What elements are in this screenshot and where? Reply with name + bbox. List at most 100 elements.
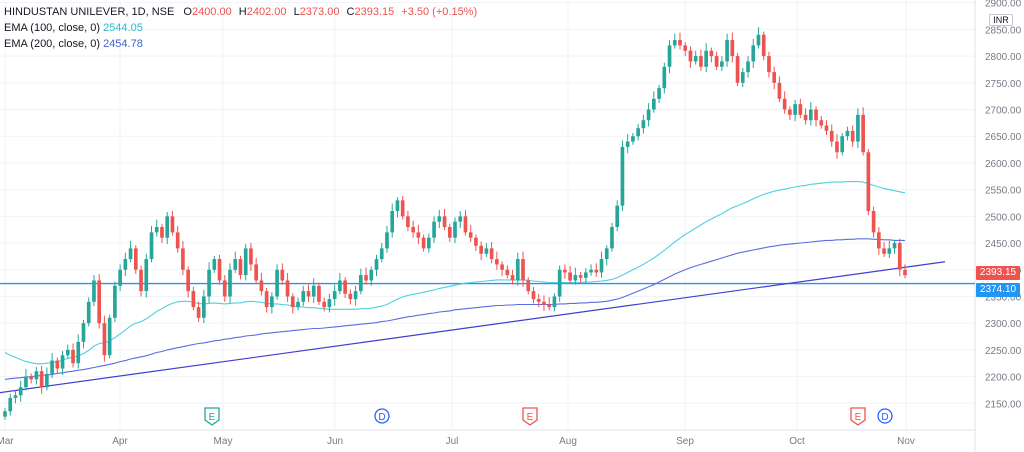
candle-body <box>400 200 405 217</box>
trend-line <box>0 261 946 394</box>
candle-body <box>866 152 871 211</box>
candle-body <box>81 323 86 342</box>
candle-body <box>479 245 483 254</box>
candle-body <box>275 269 279 297</box>
candle-body <box>678 40 682 46</box>
candle-body <box>578 275 583 278</box>
candle-body <box>877 232 881 249</box>
candle-body <box>160 227 164 238</box>
y-tick-label: 2750.00 <box>985 79 1022 90</box>
candle-body <box>788 109 792 115</box>
candle-body <box>500 264 504 270</box>
candle-body <box>693 56 698 62</box>
candle-body <box>777 82 782 99</box>
candle-body <box>228 269 232 297</box>
candle-body <box>249 248 253 265</box>
y-tick-label: 2350.00 <box>985 292 1022 303</box>
candle-body <box>353 291 358 300</box>
chart-legend: HINDUSTAN UNILEVER, 1D, NSE O2400.00 H24… <box>4 4 481 52</box>
candle-body <box>725 40 729 62</box>
x-tick-label: Aug <box>559 436 577 447</box>
candle-body <box>165 216 170 238</box>
candle-body <box>850 130 855 142</box>
candle-body <box>379 248 384 260</box>
candle-body <box>526 280 531 292</box>
candle-body <box>102 323 107 356</box>
candle-body <box>447 227 452 238</box>
x-tick-label: Jul <box>446 436 459 447</box>
y-tick-label: 2850.00 <box>985 25 1022 36</box>
candle-body <box>521 259 525 281</box>
candle-body <box>217 259 222 281</box>
candle-body <box>856 114 860 142</box>
currency-area: INR <box>978 0 1024 26</box>
candle-body <box>348 293 353 300</box>
candle-body <box>181 248 185 270</box>
candle-body <box>767 56 771 73</box>
candle-body <box>18 387 23 396</box>
candle-body <box>704 50 708 67</box>
symbol-title[interactable]: HINDUSTAN UNILEVER, 1D, NSE <box>4 6 175 18</box>
candle-body <box>170 216 175 233</box>
candle-body <box>322 301 327 308</box>
y-tick-label: 2650.00 <box>985 132 1022 143</box>
candle-body <box>71 349 75 364</box>
candle-body <box>468 232 473 238</box>
candle-body <box>13 395 18 398</box>
candle-body <box>306 291 311 297</box>
y-tick-label: 2550.00 <box>985 186 1022 197</box>
candle-body <box>599 259 604 273</box>
candle-body <box>411 227 415 233</box>
dividend-marker <box>374 408 390 424</box>
candle-body <box>432 221 436 238</box>
candle-body <box>542 301 546 305</box>
ema100-legend[interactable]: EMA (100, close, 0) 2544.05 <box>4 20 481 36</box>
earnings-marker <box>204 407 220 426</box>
x-tick-label: Jun <box>327 436 343 447</box>
candle-body <box>453 221 457 238</box>
candle-body <box>65 349 70 356</box>
candle-body <box>259 280 264 292</box>
ema200-legend[interactable]: EMA (200, close, 0) 2454.78 <box>4 36 481 52</box>
candle-body <box>270 296 274 308</box>
candle-body <box>97 280 102 324</box>
candle-body <box>683 45 688 51</box>
candle-body <box>385 232 389 249</box>
currency-badge[interactable]: INR <box>989 14 1013 26</box>
candle-body <box>369 269 374 281</box>
candle-body <box>144 259 149 292</box>
candle-body <box>814 109 818 121</box>
candle-body <box>285 280 290 297</box>
candle-body <box>107 317 112 356</box>
candle-body <box>406 216 410 228</box>
high-value: 2402.00 <box>246 6 287 18</box>
x-tick-label: May <box>214 436 233 447</box>
candle-body <box>113 285 117 318</box>
candle-body <box>311 285 316 297</box>
dividend-marker-label: D <box>881 412 888 423</box>
candle-body <box>688 50 693 62</box>
candle-body <box>803 114 808 121</box>
candle-body <box>442 216 447 228</box>
candle-body <box>212 259 217 270</box>
candle-body <box>364 275 368 281</box>
candle-body <box>657 88 661 99</box>
candle-body <box>735 56 740 83</box>
candle-body <box>118 269 122 286</box>
candle-body <box>573 275 578 281</box>
candle-body <box>338 280 342 292</box>
y-tick-label: 2450.00 <box>985 239 1022 250</box>
candle-body <box>254 264 258 281</box>
candle-body <box>495 259 499 265</box>
close-value: 2393.15 <box>354 6 395 18</box>
candle-body <box>510 275 515 281</box>
candle-body <box>133 248 138 270</box>
candle-body <box>343 280 347 294</box>
y-tick-label: 2150.00 <box>985 399 1022 410</box>
earnings-marker <box>522 407 538 426</box>
candle-body <box>641 120 646 129</box>
candle-body <box>772 72 777 83</box>
candle-body <box>280 269 285 281</box>
candle-body <box>484 248 489 254</box>
